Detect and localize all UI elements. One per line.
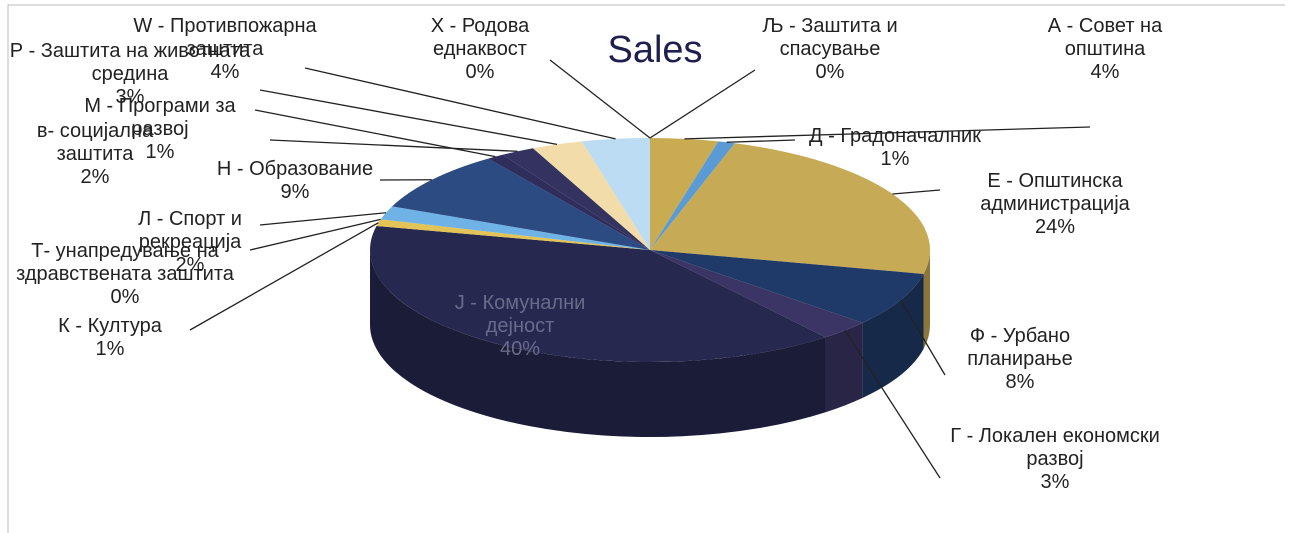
leader-line bbox=[269, 139, 518, 152]
frame bbox=[7, 4, 1285, 533]
pie-side bbox=[370, 250, 826, 437]
pie-slice bbox=[581, 138, 650, 250]
pie-side bbox=[923, 250, 930, 349]
label-name: W - Противпожарна заштита bbox=[133, 15, 317, 60]
label-value: 24% bbox=[1034, 216, 1076, 238]
data-label: в- социјална заштита 2% bbox=[10, 120, 180, 189]
label-value: 2% bbox=[175, 254, 205, 276]
data-label: М - Програми за развој 1% bbox=[65, 95, 255, 164]
leader-line bbox=[304, 67, 616, 140]
pie-slice bbox=[376, 219, 650, 250]
label-name: М - Програми за развој bbox=[84, 95, 236, 140]
leader-line bbox=[254, 109, 496, 158]
data-label: Е - Општинска администрација 24% bbox=[935, 170, 1175, 239]
data-label: А - Совет на општина 4% bbox=[1030, 15, 1180, 84]
label-value: 0% bbox=[110, 286, 140, 308]
data-label: Л - Спорт и рекреација 2% bbox=[105, 208, 275, 277]
label-name: Л - Спорт и рекреација bbox=[138, 208, 242, 253]
pie-slice bbox=[380, 206, 650, 250]
pie-slice bbox=[392, 158, 650, 250]
pie-slice bbox=[502, 148, 650, 250]
pie-slice bbox=[370, 226, 826, 362]
pie-slice bbox=[488, 154, 650, 250]
label-value: 0% bbox=[465, 61, 495, 83]
leader-line bbox=[259, 212, 386, 226]
label-value: 1% bbox=[95, 338, 125, 360]
pie-slice bbox=[650, 250, 863, 338]
label-name: Ј - Комунални дејност bbox=[454, 292, 586, 337]
label-name: А - Совет на општина bbox=[1047, 15, 1163, 60]
leader-line bbox=[549, 59, 651, 139]
label-value: 3% bbox=[1040, 471, 1070, 493]
data-label: Љ - Заштита и спасување 0% bbox=[745, 15, 915, 84]
label-value: 1% bbox=[145, 141, 175, 163]
label-value: 3% bbox=[115, 86, 145, 108]
label-value: 4% bbox=[210, 61, 240, 83]
pie-slice bbox=[650, 250, 924, 323]
data-label: Ф - Урбано планирање 8% bbox=[945, 325, 1095, 394]
leader-line bbox=[892, 189, 941, 195]
label-name: Г - Локален економски развој bbox=[950, 425, 1160, 470]
data-label: Д - Градоначалник 1% bbox=[780, 125, 1010, 171]
pie-slice bbox=[650, 143, 930, 274]
leader-line bbox=[726, 139, 796, 143]
label-value: 0% bbox=[815, 61, 845, 83]
data-label: W - Противпожарна заштита 4% bbox=[125, 15, 325, 84]
pie-slice bbox=[650, 138, 719, 250]
label-name: Р - Заштита на животната средина bbox=[9, 40, 251, 85]
data-label: Т- унапредување на здравствената заштита… bbox=[0, 240, 250, 309]
data-label: Р - Заштита на животната средина 3% bbox=[0, 40, 265, 109]
label-value: 1% bbox=[880, 148, 910, 170]
pie-slice bbox=[650, 141, 735, 250]
leader-line bbox=[259, 89, 558, 146]
data-label: Н - Образование 9% bbox=[210, 158, 380, 204]
leader-line bbox=[249, 218, 381, 251]
pie-side bbox=[862, 273, 924, 398]
leader-line bbox=[649, 69, 756, 139]
leader-line bbox=[900, 299, 946, 376]
leader-line bbox=[844, 330, 941, 479]
label-name: Х - Родова еднаквост bbox=[430, 15, 530, 60]
label-name: К - Култура bbox=[58, 315, 162, 337]
label-name: Д - Градоначалник bbox=[809, 125, 981, 147]
label-value: 8% bbox=[1005, 371, 1035, 393]
label-name: Љ - Заштита и спасување bbox=[762, 15, 898, 60]
label-value: 40% bbox=[499, 338, 541, 360]
leader-line bbox=[684, 126, 1091, 140]
label-name: в- социјална заштита bbox=[36, 120, 154, 165]
leader-line bbox=[189, 222, 379, 331]
data-label: Г - Локален економски развој 3% bbox=[940, 425, 1170, 494]
label-value: 4% bbox=[1090, 61, 1120, 83]
pie-side bbox=[825, 322, 863, 413]
data-label: К - Култура 1% bbox=[25, 315, 195, 361]
label-name: Е - Општинска администрација bbox=[980, 170, 1130, 215]
data-label: Х - Родова еднаквост 0% bbox=[400, 15, 560, 84]
label-name: Н - Образование bbox=[216, 158, 374, 180]
chart-title: Sales bbox=[607, 29, 702, 71]
label-name: Ф - Урбано планирање bbox=[967, 325, 1073, 370]
label-name: Т- унапредување на здравствената заштита bbox=[16, 240, 234, 285]
label-value: 2% bbox=[80, 166, 110, 188]
label-value: 9% bbox=[280, 181, 310, 203]
data-label: Ј - Комунални дејност 40% bbox=[440, 292, 600, 361]
pie-slice bbox=[532, 141, 650, 250]
